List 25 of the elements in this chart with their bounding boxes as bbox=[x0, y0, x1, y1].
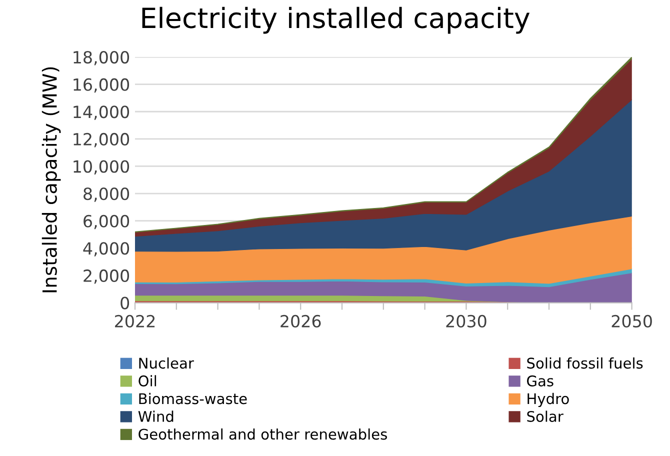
y-tick-label: 12,000 bbox=[74, 132, 130, 148]
y-tick-label: 18,000 bbox=[74, 50, 130, 66]
x-tick-label: 2050 bbox=[612, 314, 652, 328]
legend-label: Biomass-waste bbox=[139, 392, 247, 404]
y-tick-label: 14,000 bbox=[74, 106, 130, 120]
chart-title: Electricity installed capacity bbox=[142, 6, 530, 34]
y-tick-label: 4,000 bbox=[83, 242, 130, 256]
y-tick-label: 8,000 bbox=[84, 188, 130, 202]
legend-label: Oil bbox=[138, 375, 156, 386]
y-tick-label: 6,000 bbox=[84, 214, 130, 230]
legend-label: Solar bbox=[527, 410, 564, 422]
legend-label: Gas bbox=[527, 375, 554, 386]
y-axis-title: Installed capacity (MW) bbox=[42, 67, 61, 292]
legend-label: Nuclear bbox=[139, 357, 194, 369]
y-tick-label: 16,000 bbox=[74, 78, 130, 93]
legend-label: Wind bbox=[138, 410, 174, 422]
legend-label: Solid fossil fuels bbox=[527, 357, 643, 369]
x-tick-label: 2022 bbox=[115, 314, 155, 328]
x-tick-label: 2030 bbox=[446, 314, 486, 328]
legend-label: Geothermal and other renewables bbox=[138, 428, 387, 440]
y-tick-label: 0 bbox=[120, 296, 130, 310]
y-tick-label: 10,000 bbox=[74, 160, 130, 175]
y-tick-label: 2,000 bbox=[84, 269, 130, 284]
x-tick-label: 2026 bbox=[280, 314, 321, 328]
legend-label: Hydro bbox=[528, 392, 569, 408]
